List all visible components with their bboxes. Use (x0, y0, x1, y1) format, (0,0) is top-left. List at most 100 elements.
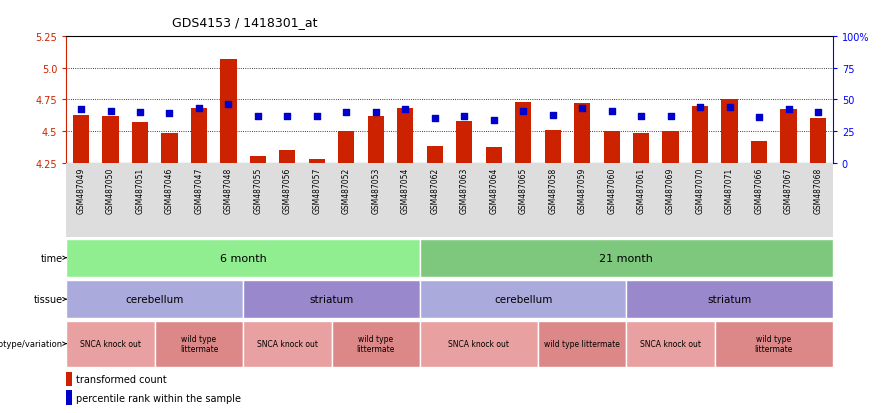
Bar (339, 132, 354, 163)
Text: GSM487057: GSM487057 (312, 167, 322, 213)
Point (192, 106, 206, 112)
Text: GSM487070: GSM487070 (696, 167, 705, 213)
Bar (538, 321, 627, 367)
Bar (485, 148, 502, 163)
Point (74, 107, 88, 114)
Text: SNCA knock out: SNCA knock out (640, 339, 701, 348)
Text: GSM487051: GSM487051 (135, 167, 144, 213)
Text: SNCA knock out: SNCA knock out (448, 339, 509, 348)
Point (369, 109, 383, 116)
Text: genotype/variation: genotype/variation (0, 339, 63, 348)
Point (722, 104, 736, 111)
Bar (715, 321, 833, 367)
Bar (132, 123, 149, 163)
Text: GSM487060: GSM487060 (607, 167, 616, 213)
Text: 6 month: 6 month (220, 253, 267, 263)
Bar (66, 321, 155, 367)
Text: cerebellum: cerebellum (494, 294, 552, 304)
Bar (515, 103, 531, 163)
Bar (633, 134, 649, 163)
Text: GSM487064: GSM487064 (489, 167, 499, 213)
Bar (456, 121, 472, 163)
Bar (66, 280, 243, 318)
Point (516, 108, 530, 115)
Text: striatum: striatum (707, 294, 751, 304)
Point (163, 111, 177, 117)
Bar (397, 109, 414, 163)
Text: GSM487049: GSM487049 (77, 167, 86, 213)
Text: GSM487061: GSM487061 (636, 167, 645, 213)
Text: SNCA knock out: SNCA knock out (257, 339, 318, 348)
Point (280, 113, 294, 120)
Text: wild type
littermate: wild type littermate (179, 334, 218, 354)
Point (309, 113, 324, 120)
Point (428, 116, 442, 122)
Bar (250, 157, 266, 163)
Text: wild type littermate: wild type littermate (545, 339, 620, 348)
Text: wild type
littermate: wild type littermate (755, 334, 793, 354)
Point (752, 114, 766, 121)
Text: GSM487068: GSM487068 (813, 167, 822, 213)
Bar (721, 100, 737, 163)
Text: wild type
littermate: wild type littermate (356, 334, 395, 354)
Bar (574, 104, 591, 163)
Bar (103, 116, 118, 163)
Text: GSM487067: GSM487067 (784, 167, 793, 213)
Point (339, 109, 354, 116)
Text: GSM487054: GSM487054 (400, 167, 410, 213)
Text: cerebellum: cerebellum (126, 294, 184, 304)
Bar (662, 132, 679, 163)
Text: GSM487053: GSM487053 (371, 167, 380, 213)
Bar (420, 280, 627, 318)
Bar (243, 280, 420, 318)
Text: percentile rank within the sample: percentile rank within the sample (76, 393, 241, 403)
Bar (751, 142, 767, 163)
Point (575, 106, 590, 112)
Point (457, 113, 471, 120)
Bar (368, 116, 384, 163)
Point (605, 108, 619, 115)
Bar (66, 239, 420, 277)
Point (251, 113, 265, 120)
Text: GSM487065: GSM487065 (519, 167, 528, 213)
Bar (243, 321, 332, 367)
Text: time: time (41, 253, 63, 263)
Bar (73, 115, 89, 163)
Point (664, 113, 678, 120)
Text: striatum: striatum (309, 294, 354, 304)
Bar (810, 119, 826, 163)
Text: GSM487052: GSM487052 (342, 167, 351, 213)
Text: GSM487046: GSM487046 (165, 167, 174, 213)
Bar (191, 109, 207, 163)
Bar (420, 239, 833, 277)
Point (133, 109, 147, 116)
Bar (309, 159, 325, 163)
Text: GSM487066: GSM487066 (755, 167, 764, 213)
Bar (781, 110, 796, 163)
Bar (155, 321, 243, 367)
Bar (162, 134, 178, 163)
Point (693, 104, 707, 111)
Point (545, 112, 560, 119)
Text: GSM487059: GSM487059 (577, 167, 587, 213)
Text: GSM487056: GSM487056 (283, 167, 292, 213)
Bar (604, 132, 620, 163)
Point (103, 108, 118, 115)
Text: GSM487069: GSM487069 (667, 167, 675, 213)
Text: GSM487062: GSM487062 (431, 167, 439, 213)
Point (221, 102, 235, 109)
Text: 21 month: 21 month (599, 253, 653, 263)
Bar (692, 107, 708, 163)
Text: transformed count: transformed count (76, 374, 167, 384)
Point (487, 117, 501, 123)
Bar (220, 60, 237, 163)
Text: GSM487058: GSM487058 (548, 167, 557, 213)
Text: tissue: tissue (34, 294, 63, 304)
Bar (627, 321, 715, 367)
Text: GDS4153 / 1418301_at: GDS4153 / 1418301_at (172, 16, 318, 29)
Text: GSM487048: GSM487048 (224, 167, 232, 213)
Bar (66, 390, 72, 405)
Text: GSM487055: GSM487055 (254, 167, 263, 213)
Bar (427, 147, 443, 163)
Text: GSM487047: GSM487047 (194, 167, 203, 213)
